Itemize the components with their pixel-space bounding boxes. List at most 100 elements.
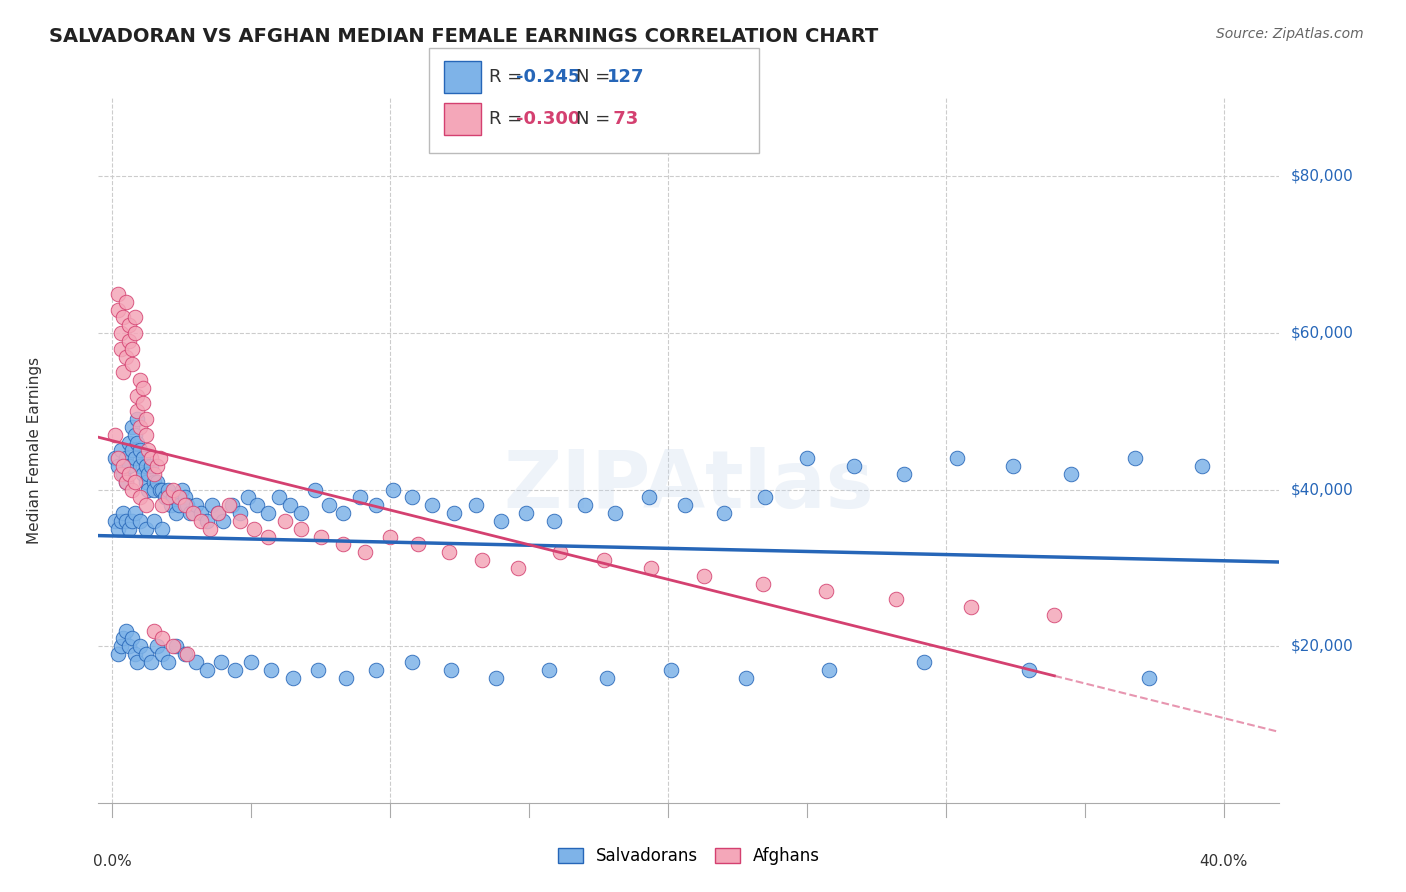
Text: R =: R = — [489, 68, 529, 86]
Point — [437, 545, 460, 559]
Point — [1018, 663, 1040, 677]
Point — [129, 491, 152, 505]
Point — [129, 373, 152, 387]
Point — [129, 459, 152, 474]
Point — [135, 498, 157, 512]
Point — [290, 506, 312, 520]
Point — [190, 506, 212, 520]
Point — [118, 459, 141, 474]
Point — [1137, 671, 1160, 685]
Point — [146, 475, 169, 489]
Point — [735, 671, 758, 685]
Point — [132, 451, 155, 466]
Point — [506, 561, 529, 575]
Point — [127, 435, 149, 450]
Point — [118, 318, 141, 333]
Point — [543, 514, 565, 528]
Point — [127, 412, 149, 426]
Point — [141, 459, 163, 474]
Point — [112, 467, 135, 481]
Point — [104, 427, 127, 442]
Point — [366, 498, 388, 512]
Point — [138, 467, 160, 481]
Point — [332, 506, 354, 520]
Point — [304, 483, 326, 497]
Point — [224, 663, 246, 677]
Point — [127, 655, 149, 669]
Point — [257, 530, 280, 544]
Point — [124, 647, 146, 661]
Text: $20,000: $20,000 — [1291, 639, 1354, 654]
Point — [195, 514, 218, 528]
Point — [713, 506, 735, 520]
Point — [112, 632, 135, 646]
Point — [1123, 451, 1146, 466]
Point — [673, 498, 696, 512]
Point — [229, 506, 252, 520]
Point — [162, 639, 184, 653]
Point — [290, 522, 312, 536]
Point — [273, 514, 295, 528]
Point — [115, 350, 138, 364]
Point — [212, 514, 235, 528]
Text: 0.0%: 0.0% — [93, 854, 132, 869]
Point — [132, 396, 155, 410]
Point — [380, 530, 402, 544]
Point — [209, 655, 232, 669]
Point — [115, 475, 138, 489]
Point — [307, 663, 329, 677]
Point — [141, 655, 163, 669]
Point — [349, 491, 371, 505]
Point — [605, 506, 627, 520]
Point — [179, 506, 201, 520]
Point — [150, 632, 173, 646]
Point — [257, 506, 280, 520]
Point — [465, 498, 488, 512]
Point — [107, 459, 129, 474]
Point — [440, 663, 463, 677]
Point — [278, 498, 301, 512]
Point — [491, 514, 513, 528]
Point — [165, 506, 187, 520]
Text: SALVADORAN VS AFGHAN MEDIAN FEMALE EARNINGS CORRELATION CHART: SALVADORAN VS AFGHAN MEDIAN FEMALE EARNI… — [49, 27, 879, 45]
Point — [135, 459, 157, 474]
Point — [112, 310, 135, 325]
Point — [195, 663, 218, 677]
Point — [260, 663, 283, 677]
Point — [218, 498, 240, 512]
Point — [471, 553, 494, 567]
Point — [366, 663, 388, 677]
Point — [796, 451, 818, 466]
Point — [110, 467, 132, 481]
Point — [135, 647, 157, 661]
Point — [107, 286, 129, 301]
Point — [246, 498, 269, 512]
Point — [659, 663, 682, 677]
Point — [110, 443, 132, 458]
Point — [132, 381, 155, 395]
Point — [593, 553, 616, 567]
Point — [537, 663, 560, 677]
Point — [485, 671, 508, 685]
Point — [243, 522, 266, 536]
Point — [121, 420, 143, 434]
Point — [156, 655, 179, 669]
Point — [637, 491, 659, 505]
Point — [221, 498, 243, 512]
Point — [112, 365, 135, 379]
Point — [121, 443, 143, 458]
Text: $80,000: $80,000 — [1291, 169, 1354, 184]
Point — [112, 506, 135, 520]
Point — [693, 568, 716, 582]
Point — [318, 498, 340, 512]
Point — [1191, 459, 1213, 474]
Point — [156, 483, 179, 497]
Point — [129, 639, 152, 653]
Point — [159, 498, 181, 512]
Point — [170, 483, 193, 497]
Point — [153, 491, 176, 505]
Point — [141, 451, 163, 466]
Point — [176, 498, 198, 512]
Point — [332, 537, 354, 551]
Point — [162, 483, 184, 497]
